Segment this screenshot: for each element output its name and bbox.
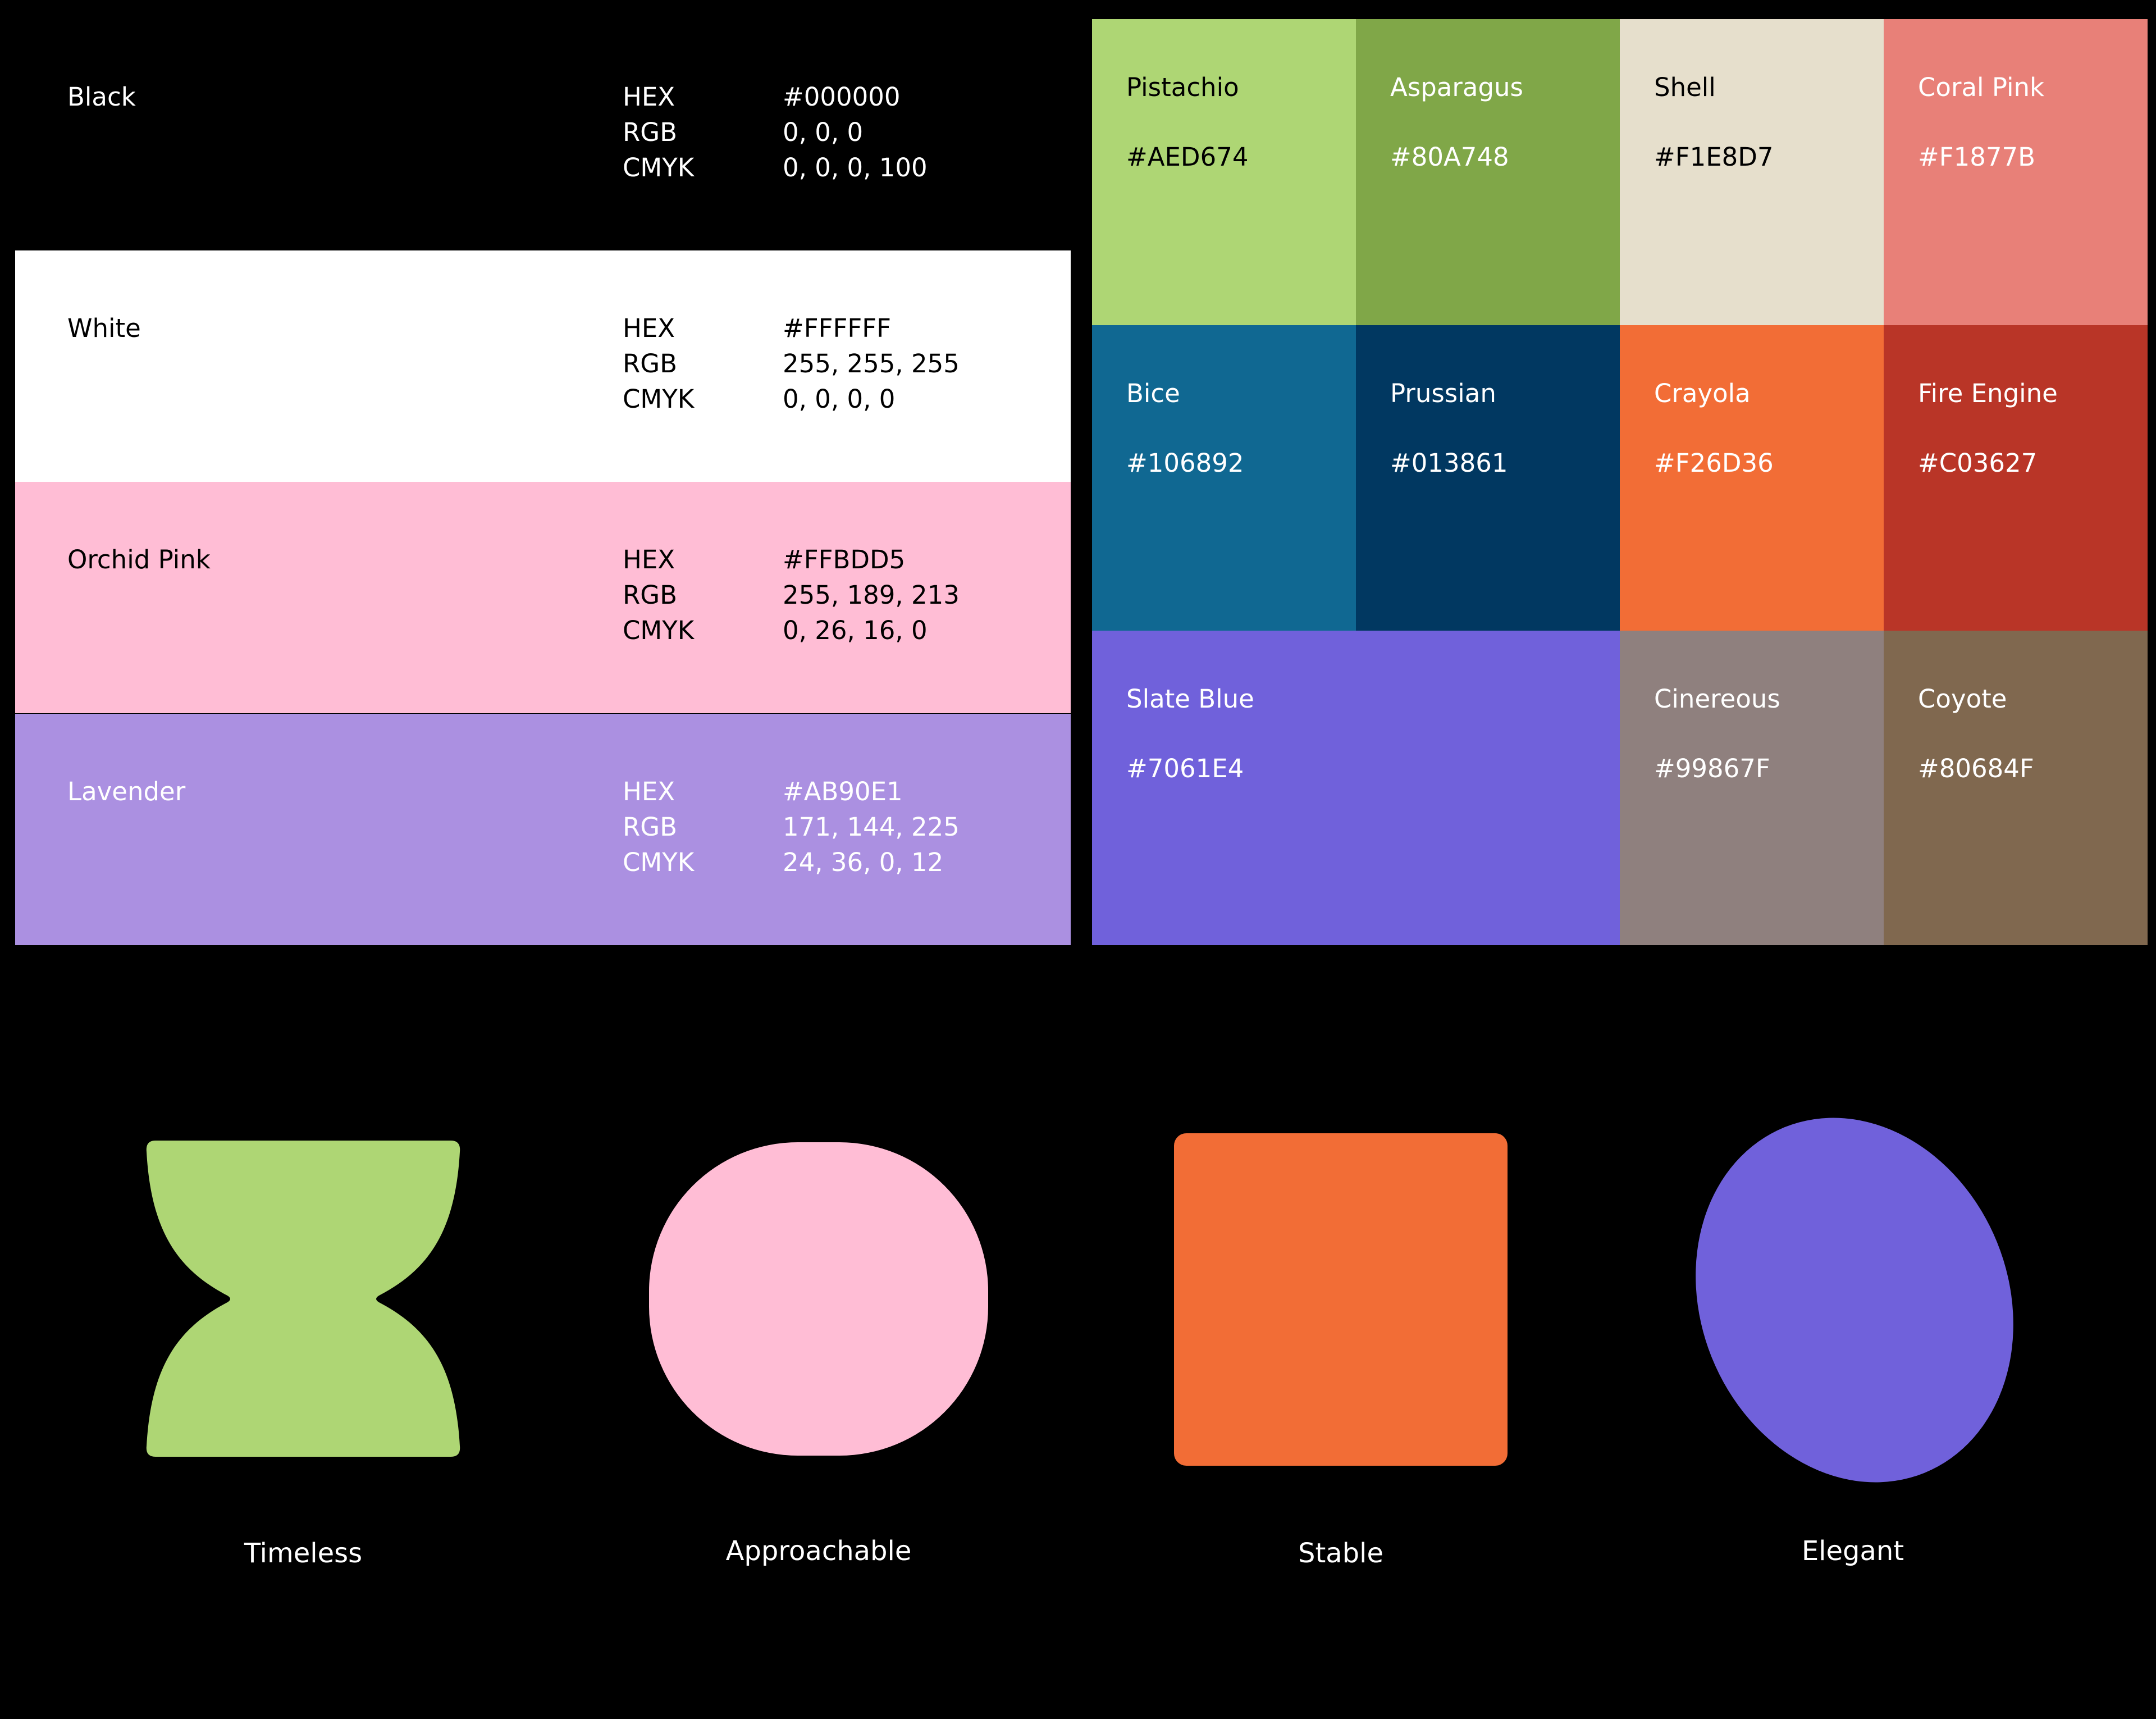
shape-caption-approachable: Approachable xyxy=(725,1535,912,1567)
hex-value: #AB90E1 xyxy=(783,777,903,806)
swatch-hex: #106892 xyxy=(1126,448,1244,478)
swatch-hex: #C03627 xyxy=(1918,448,2038,478)
tilted-ellipse-shape-icon xyxy=(1696,1118,2013,1483)
rgb-label: RGB xyxy=(623,349,678,379)
rgb-value: 255, 255, 255 xyxy=(783,349,960,379)
swatch-hex: #F1E8D7 xyxy=(1654,142,1774,172)
swatch-hex: #80684F xyxy=(1918,754,2034,783)
shape-caption-elegant: Elegant xyxy=(1801,1535,1904,1567)
color-row-black: Black HEX RGB CMYK #000000 0, 0, 0 0, 0,… xyxy=(15,19,1071,250)
swatch-hex: #013861 xyxy=(1390,448,1508,478)
color-row-lavender: Lavender HEX RGB CMYK #AB90E1 171, 144, … xyxy=(15,714,1071,945)
hourglass-shape-icon xyxy=(146,1141,460,1457)
format-values: #FFFFFF 255, 255, 255 0, 0, 0, 0 xyxy=(783,311,960,417)
swatch-hex: #F1877B xyxy=(1918,142,2035,172)
color-name: White xyxy=(67,313,141,343)
swatch-bice: Bice #106892 xyxy=(1092,325,1356,631)
shape-caption-stable: Stable xyxy=(1298,1538,1384,1569)
swatch-hex: #99867F xyxy=(1654,754,1770,783)
hex-label: HEX xyxy=(623,313,675,343)
swatch-coral-pink: Coral Pink #F1877B xyxy=(1884,19,2148,325)
format-values: #FFBDD5 255, 189, 213 0, 26, 16, 0 xyxy=(783,542,960,648)
swatch-name: Asparagus xyxy=(1390,72,1523,102)
rgb-label: RGB xyxy=(623,812,678,842)
hex-label: HEX xyxy=(623,545,675,574)
swatch-hex: #80A748 xyxy=(1390,142,1509,172)
swatch-hex: #AED674 xyxy=(1126,142,1249,172)
swatch-shell: Shell #F1E8D7 xyxy=(1620,19,1884,325)
cmyk-value: 24, 36, 0, 12 xyxy=(783,847,944,877)
rgb-label: RGB xyxy=(623,117,678,147)
swatch-crayola: Crayola #F26D36 xyxy=(1620,325,1884,631)
format-labels: HEX RGB CMYK xyxy=(623,774,694,880)
cmyk-value: 0, 0, 0, 100 xyxy=(783,153,928,183)
swatch-name: Prussian xyxy=(1390,379,1496,408)
format-labels: HEX RGB CMYK xyxy=(623,311,694,417)
swatch-cinereous: Cinereous #99867F xyxy=(1620,631,1884,945)
cmyk-value: 0, 26, 16, 0 xyxy=(783,615,928,645)
swatch-name: Bice xyxy=(1126,379,1180,408)
cmyk-label: CMYK xyxy=(623,384,695,414)
swatch-hex: #F26D36 xyxy=(1654,448,1774,478)
rgb-label: RGB xyxy=(623,580,678,610)
swatch-fire-engine: Fire Engine #C03627 xyxy=(1884,325,2148,631)
swatch-name: Crayola xyxy=(1654,379,1751,408)
swatch-name: Pistachio xyxy=(1126,72,1239,102)
hex-value: #000000 xyxy=(783,82,901,112)
swatch-pistachio: Pistachio #AED674 xyxy=(1092,19,1356,325)
shape-caption-timeless: Timeless xyxy=(244,1538,363,1569)
color-name: Orchid Pink xyxy=(67,545,211,574)
color-row-white: White HEX RGB CMYK #FFFFFF 255, 255, 255… xyxy=(15,250,1071,482)
color-name: Black xyxy=(67,82,136,112)
rgb-value: 0, 0, 0 xyxy=(783,117,864,147)
rgb-value: 171, 144, 225 xyxy=(783,812,960,842)
format-labels: HEX RGB CMYK xyxy=(623,542,694,648)
rounded-square-shape-icon xyxy=(1174,1133,1508,1466)
swatch-name: Fire Engine xyxy=(1918,379,2058,408)
hex-label: HEX xyxy=(623,82,675,112)
color-row-orchid-pink: Orchid Pink HEX RGB CMYK #FFBDD5 255, 18… xyxy=(15,482,1071,713)
format-values: #AB90E1 171, 144, 225 24, 36, 0, 12 xyxy=(783,774,960,880)
rounded-circle-shape-icon xyxy=(649,1142,988,1456)
cmyk-label: CMYK xyxy=(623,615,695,645)
cmyk-value: 0, 0, 0, 0 xyxy=(783,384,896,414)
format-labels: HEX RGB CMYK xyxy=(623,79,694,185)
rgb-value: 255, 189, 213 xyxy=(783,580,960,610)
swatch-hex: #7061E4 xyxy=(1126,754,1244,783)
swatch-name: Cinereous xyxy=(1654,684,1780,714)
swatch-prussian: Prussian #013861 xyxy=(1356,325,1620,631)
hex-value: #FFFFFF xyxy=(783,313,892,343)
swatch-name: Coyote xyxy=(1918,684,2007,714)
swatch-slate-blue: Slate Blue #7061E4 xyxy=(1092,631,1620,945)
swatch-name: Slate Blue xyxy=(1126,684,1254,714)
swatch-name: Coral Pink xyxy=(1918,72,2045,102)
cmyk-label: CMYK xyxy=(623,847,695,877)
swatch-name: Shell xyxy=(1654,72,1716,102)
hex-label: HEX xyxy=(623,777,675,806)
swatch-asparagus: Asparagus #80A748 xyxy=(1356,19,1620,325)
cmyk-label: CMYK xyxy=(623,153,695,183)
swatch-coyote: Coyote #80684F xyxy=(1884,631,2148,945)
format-values: #000000 0, 0, 0 0, 0, 0, 100 xyxy=(783,79,928,185)
hex-value: #FFBDD5 xyxy=(783,545,906,574)
color-name: Lavender xyxy=(67,777,186,806)
